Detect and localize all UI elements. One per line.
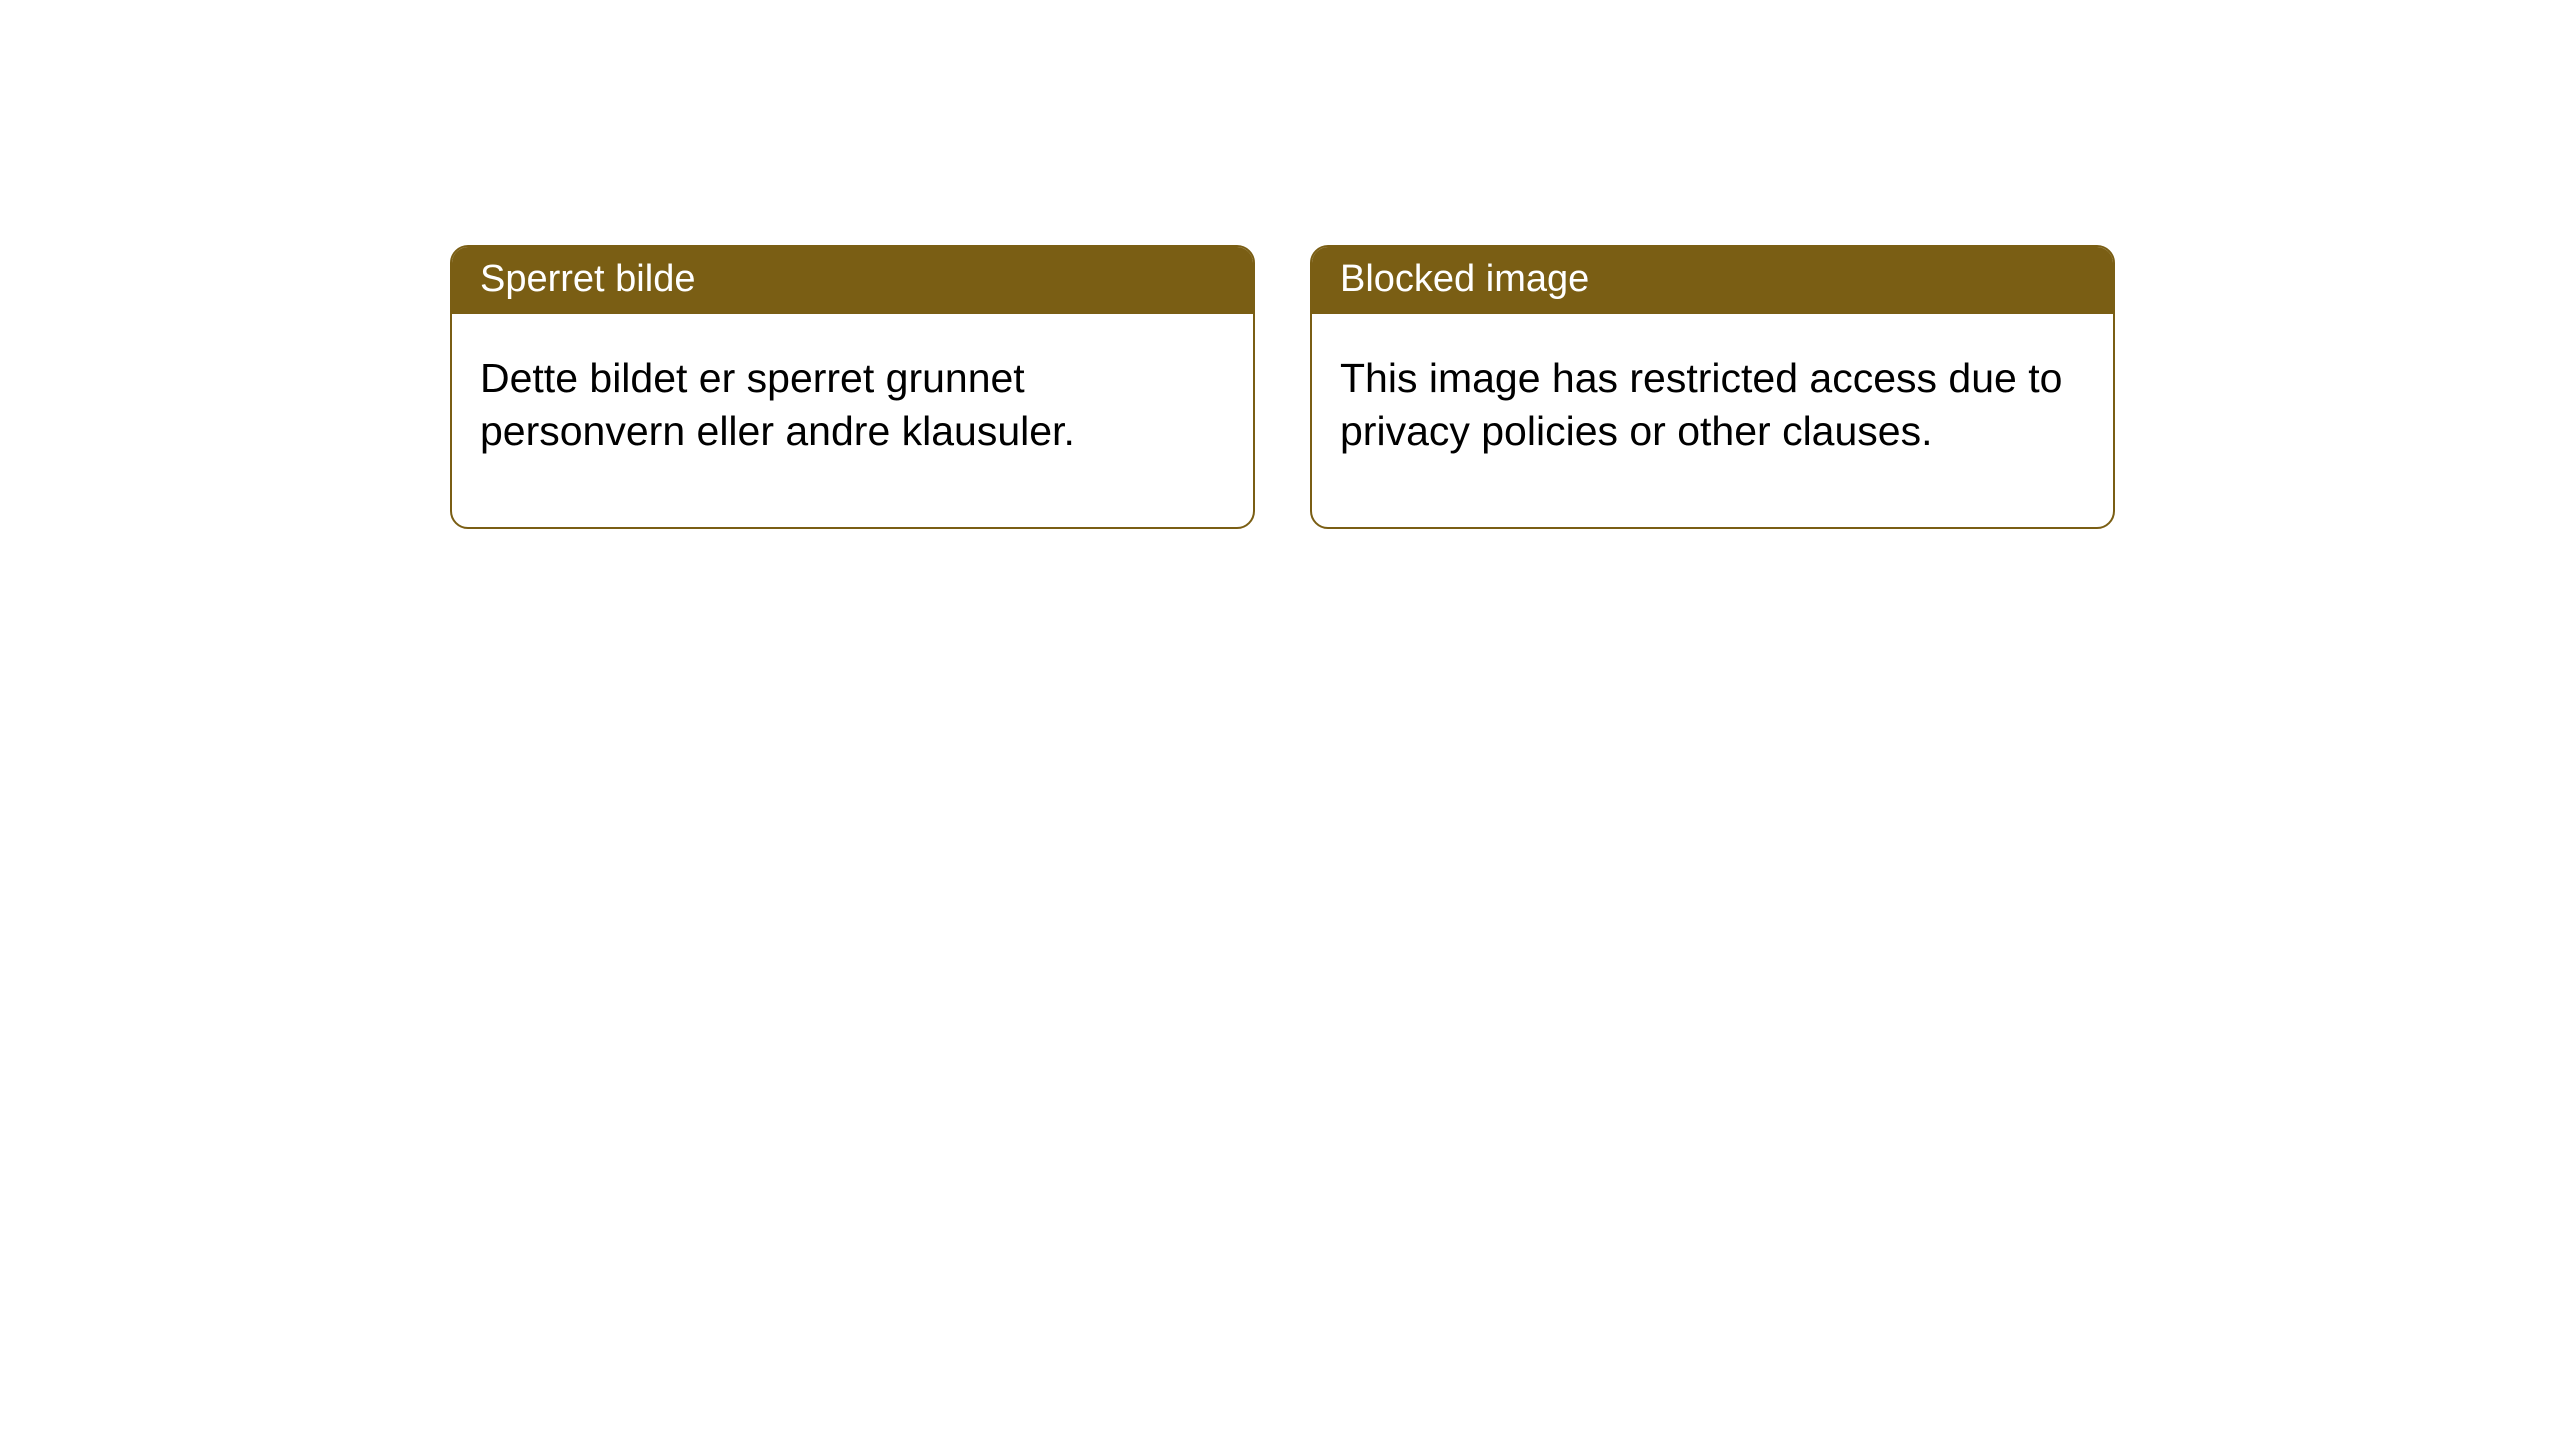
notice-card-header: Sperret bilde — [452, 247, 1253, 314]
notice-card-norwegian: Sperret bilde Dette bildet er sperret gr… — [450, 245, 1255, 529]
notice-card-english: Blocked image This image has restricted … — [1310, 245, 2115, 529]
notice-card-header: Blocked image — [1312, 247, 2113, 314]
notice-card-body: This image has restricted access due to … — [1312, 314, 2113, 527]
notice-container: Sperret bilde Dette bildet er sperret gr… — [0, 0, 2560, 529]
notice-card-body: Dette bildet er sperret grunnet personve… — [452, 314, 1253, 527]
